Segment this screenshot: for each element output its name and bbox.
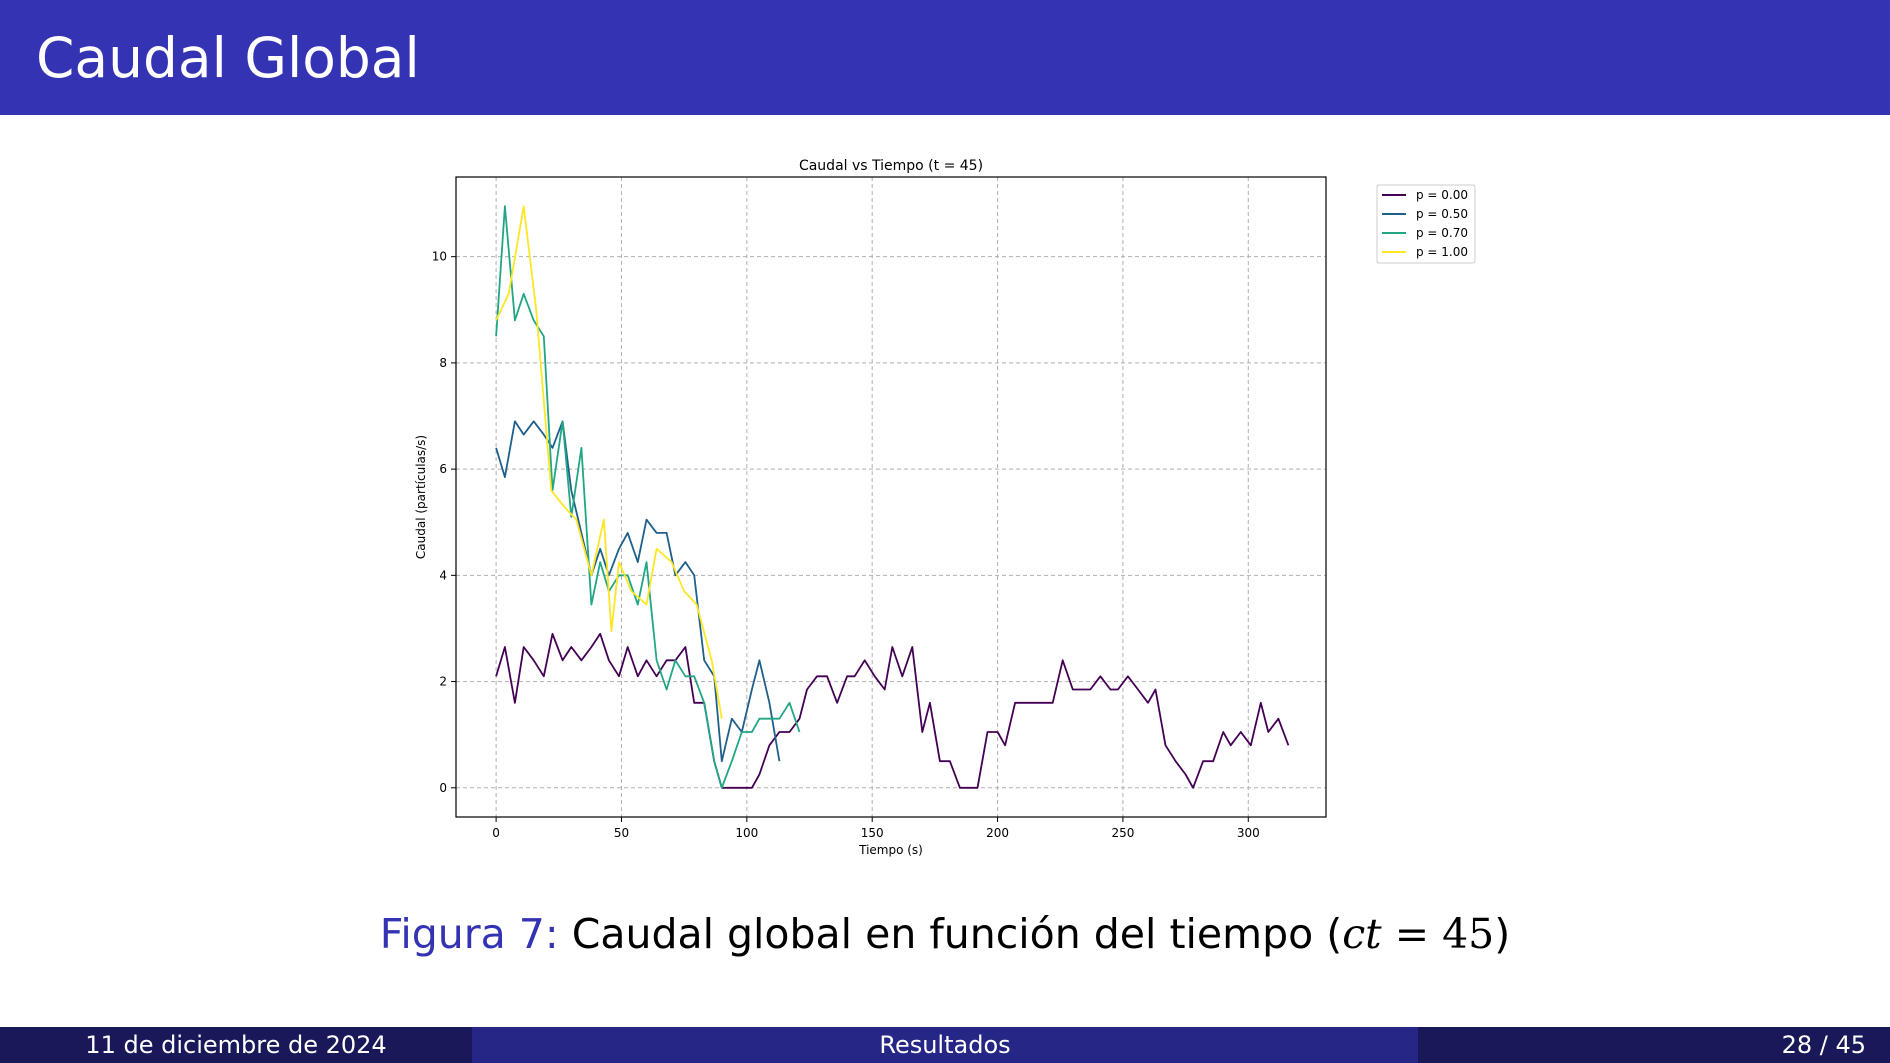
plot-frame <box>455 176 1327 818</box>
y-axis-label: Caudal (partículas/s) <box>414 435 428 559</box>
caption-math-var: ct <box>1342 910 1382 958</box>
x-tick-label: 300 <box>1237 826 1260 840</box>
x-tick-label: 200 <box>986 826 1009 840</box>
footer-page: 28 / 45 <box>1418 1027 1890 1063</box>
y-tick-label: 6 <box>439 462 447 476</box>
series-line-1 <box>495 420 781 763</box>
slide-header: Caudal Global <box>0 0 1890 115</box>
figure-caption: Figura 7: Caudal global en función del t… <box>0 910 1890 958</box>
legend-label-1: p = 0.50 <box>1416 207 1468 221</box>
chart: 0 50 100 150 200 250 300 0 2 4 6 8 10 Caudal vs Tiem… <box>414 158 1476 857</box>
y-tick-label: 0 <box>439 781 447 795</box>
x-tick-label: 0 <box>492 826 500 840</box>
y-tick-label: 4 <box>439 568 447 582</box>
x-tick-label: 100 <box>735 826 758 840</box>
caption-close: ) <box>1494 910 1511 958</box>
chart-title: Caudal vs Tiempo (t = 45) <box>799 158 983 174</box>
y-tick-label: 2 <box>439 675 447 689</box>
footer-section: Resultados <box>472 1027 1418 1063</box>
chart-grid <box>456 177 1326 817</box>
caption-math-rest: = 45 <box>1381 910 1495 958</box>
slide-title: Caudal Global <box>36 26 420 90</box>
legend-label-2: p = 0.70 <box>1416 226 1468 240</box>
legend-label-0: p = 0.00 <box>1416 188 1468 202</box>
caption-label: Figura 7: <box>379 910 559 958</box>
chart-axes: 0 50 100 150 200 250 300 0 2 4 6 8 10 <box>432 250 1260 840</box>
legend-label-3: p = 1.00 <box>1416 245 1468 259</box>
series-line-2 <box>495 205 801 789</box>
slide-footer: 11 de diciembre de 2024 Resultados 28 / … <box>0 1027 1890 1063</box>
x-axis-label: Tiempo (s) <box>858 843 923 857</box>
footer-page-number: 28 / 45 <box>1781 1031 1866 1059</box>
x-tick-label: 250 <box>1111 826 1134 840</box>
y-tick-label: 10 <box>432 250 447 264</box>
x-tick-label: 50 <box>614 826 629 840</box>
footer-date: 11 de diciembre de 2024 <box>0 1027 472 1063</box>
x-tick-label: 150 <box>861 826 884 840</box>
legend: p = 0.00 p = 0.50 p = 0.70 p = 1.00 <box>1376 184 1476 264</box>
y-tick-label: 8 <box>439 356 447 370</box>
caption-math: ct = 45 <box>1342 910 1494 958</box>
series-line-0 <box>495 632 1290 789</box>
chart-series <box>495 205 1290 789</box>
legend-box <box>1376 184 1476 264</box>
caption-text: Caudal global en función del tiempo ( <box>571 910 1343 958</box>
series-line-3 <box>495 205 723 719</box>
